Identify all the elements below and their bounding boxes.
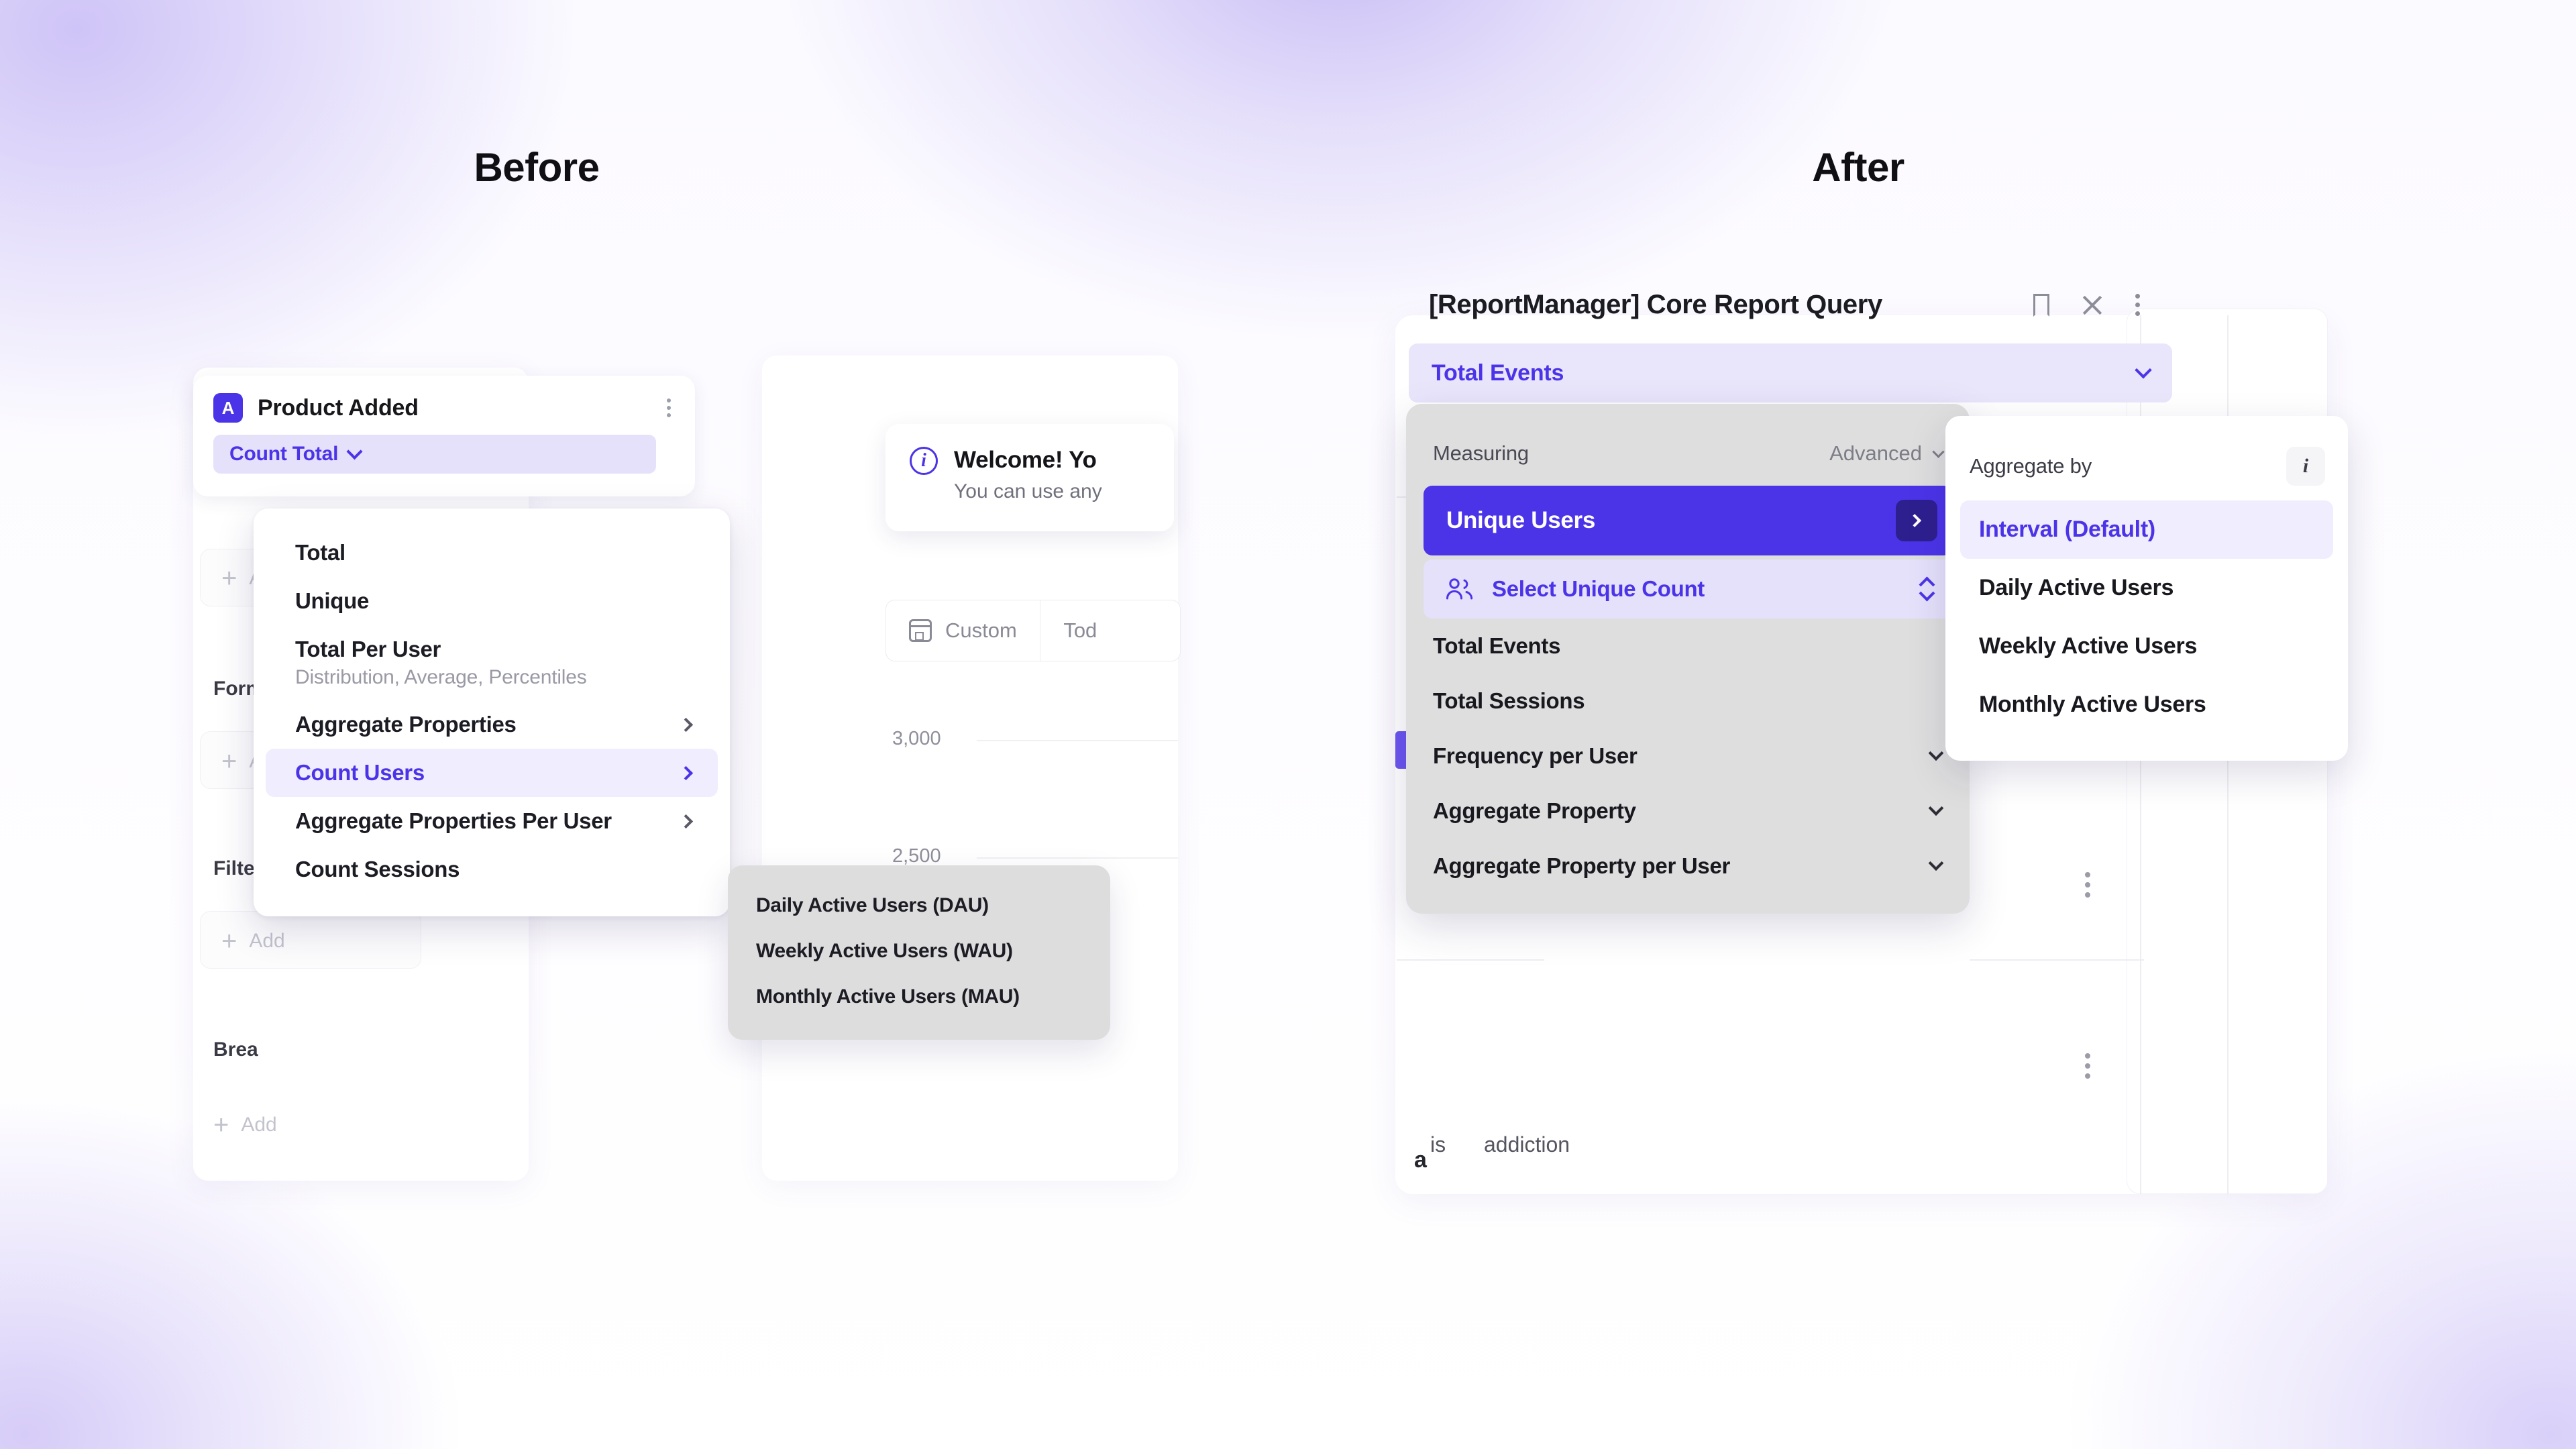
aggregate-by-title: Aggregate by	[1970, 454, 2092, 478]
chevron-right-icon[interactable]	[1896, 500, 1937, 541]
close-icon[interactable]	[2080, 293, 2104, 317]
chart-y-label: 3,000	[892, 728, 941, 749]
info-icon[interactable]: i	[2286, 447, 2325, 486]
measuring-header: Measuring Advanced	[1406, 404, 1970, 486]
before-add-row-4[interactable]: + Add	[213, 1110, 277, 1140]
event-card: A Product Added Count Total	[193, 376, 695, 496]
menu-item-aggregate-property[interactable]: Aggregate Property	[1406, 784, 1970, 839]
toast-title: Welcome! Yo	[954, 447, 1097, 473]
submenu-item-wau[interactable]: Weekly Active Users (WAU)	[756, 940, 1013, 962]
after-panel: a a a is addiction [ReportManager] Core …	[1275, 0, 2576, 1449]
advanced-toggle[interactable]: Advanced	[1829, 441, 1945, 466]
window-title: [ReportManager] Core Report Query	[1429, 290, 1882, 319]
date-range-custom[interactable]: Custom	[886, 600, 1040, 661]
kebab-menu-icon[interactable]	[2135, 294, 2140, 316]
measure-field[interactable]: Total Events	[1409, 343, 2172, 402]
chevron-down-icon	[1928, 745, 1944, 761]
menu-item-total[interactable]: Total	[295, 540, 345, 565]
measure-dropdown-menu: Total Unique Total Per User Distribution…	[254, 508, 730, 916]
kebab-menu-icon[interactable]	[663, 394, 675, 421]
chevron-down-icon	[346, 443, 363, 460]
plus-icon: +	[221, 564, 237, 593]
event-name: Product Added	[258, 394, 419, 421]
measuring-label: Measuring	[1433, 441, 1529, 465]
chevron-down-icon	[1928, 800, 1944, 816]
calendar-icon	[909, 619, 932, 642]
chevron-down-icon	[1932, 445, 1945, 458]
date-range-control[interactable]: Custom Tod	[885, 600, 1181, 661]
event-card-header: A Product Added	[213, 393, 675, 423]
submenu-item-mau[interactable]: Monthly Active Users (MAU)	[756, 985, 1020, 1008]
aggregate-item-monthly-active-users[interactable]: Monthly Active Users	[1979, 692, 2206, 717]
unique-count-selector[interactable]: Select Unique Count	[1424, 559, 1952, 619]
bg-condition-operator: is	[1430, 1132, 1446, 1157]
bg-condition-value: addiction	[1484, 1132, 1570, 1157]
chevron-right-icon	[678, 814, 694, 828]
plus-icon: +	[213, 1110, 229, 1140]
bg-row-letter: a	[1414, 1147, 1427, 1173]
before-breakdown-label: Brea	[213, 1038, 258, 1061]
aggregate-item-weekly-active-users[interactable]: Weekly Active Users	[1979, 633, 2198, 659]
welcome-toast: i Welcome! Yo You can use any	[885, 424, 1174, 531]
aggregate-by-header: Aggregate by i	[1945, 416, 2348, 500]
chart-gridline	[977, 857, 1178, 859]
menu-item-unique[interactable]: Unique	[295, 588, 370, 613]
before-heading: Before	[474, 145, 600, 190]
toast-body: You can use any	[954, 480, 1102, 502]
measure-selector-label: Count Total	[229, 443, 339, 465]
users-icon	[1445, 578, 1474, 600]
event-badge: A	[213, 393, 243, 423]
kebab-menu-icon[interactable]	[2085, 1053, 2090, 1079]
before-filters-label: Filte	[213, 857, 255, 879]
menu-item-total-sessions[interactable]: Total Sessions	[1433, 688, 1585, 713]
unique-count-label: Select Unique Count	[1492, 576, 1705, 601]
submenu-item-dau[interactable]: Daily Active Users (DAU)	[756, 894, 989, 916]
info-circle-icon: i	[910, 447, 938, 475]
chevron-down-icon	[1928, 855, 1944, 871]
chevron-right-icon	[678, 765, 694, 780]
divider	[1039, 600, 1041, 661]
aggregate-item-daily-active-users[interactable]: Daily Active Users	[1979, 575, 2174, 600]
aggregate-by-panel: Aggregate by i Interval (Default) Daily …	[1945, 416, 2348, 761]
chevron-right-icon	[678, 717, 694, 732]
before-add-row-3[interactable]: + Add	[221, 926, 285, 956]
bg-divider	[1397, 959, 1544, 961]
before-panel: + Add Form + Add Filte + Add Brea + Add …	[0, 0, 1275, 1449]
measuring-dropdown-menu: Measuring Advanced Unique Users	[1406, 404, 1970, 914]
after-heading: After	[1812, 145, 1904, 190]
measure-field-value: Total Events	[1432, 360, 1564, 386]
measure-selector[interactable]: Count Total	[213, 435, 656, 474]
up-down-chevrons-icon	[1920, 578, 1935, 600]
menu-item-aggregate-property-per-user[interactable]: Aggregate Property per User	[1406, 839, 1970, 894]
aggregate-item-interval-default[interactable]: Interval (Default)	[1960, 500, 2333, 559]
menu-item-total-per-user[interactable]: Total Per User Distribution, Average, Pe…	[295, 637, 587, 688]
count-users-submenu: Daily Active Users (DAU) Weekly Active U…	[728, 865, 1110, 1040]
window-title-bar: [ReportManager] Core Report Query	[1429, 290, 2140, 320]
chart-y-label: 2,500	[892, 845, 941, 867]
bg-divider	[1970, 959, 2144, 961]
menu-item-frequency-per-user[interactable]: Frequency per User	[1406, 729, 1970, 784]
chevron-down-icon	[2135, 362, 2152, 379]
plus-icon: +	[221, 747, 237, 776]
menu-item-total-events[interactable]: Total Events	[1433, 633, 1561, 658]
bookmark-icon[interactable]	[2033, 293, 2049, 317]
menu-item-aggregate-properties[interactable]: Aggregate Properties	[266, 700, 718, 749]
plus-icon: +	[221, 926, 237, 956]
menu-item-unique-users[interactable]: Unique Users	[1424, 486, 1952, 555]
chart-gridline	[977, 740, 1178, 741]
menu-item-aggregate-properties-per-user[interactable]: Aggregate Properties Per User	[266, 797, 718, 845]
menu-item-count-users[interactable]: Count Users	[266, 749, 718, 797]
kebab-menu-icon[interactable]	[2085, 872, 2090, 898]
date-range-today[interactable]: Tod	[1063, 619, 1097, 642]
before-add-chip-3[interactable]	[200, 911, 421, 969]
menu-item-count-sessions[interactable]: Count Sessions	[295, 857, 460, 881]
